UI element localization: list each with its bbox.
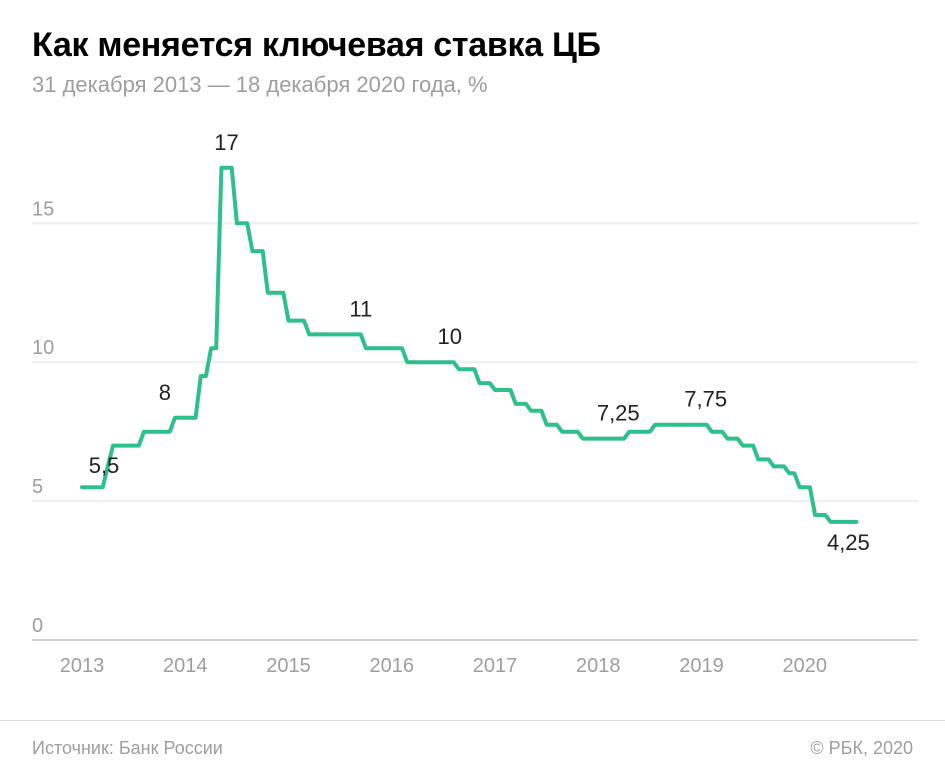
y-axis-tick-label: 5: [32, 476, 43, 498]
x-axis-tick-label: 2019: [679, 655, 724, 677]
data-point-label: 8: [159, 380, 171, 405]
y-axis-tick-label: 0: [32, 615, 43, 637]
x-axis-tick-label: 2014: [163, 655, 208, 677]
chart-title: Как меняется ключевая ставка ЦБ: [32, 26, 601, 65]
data-point-label: 7,75: [684, 387, 727, 412]
chart-area: 0 5 10 15 2013 2014 2015 2016 2017 2018 2019 2020 5,…: [32, 115, 918, 690]
source-label: Источник: Банк России: [32, 738, 223, 759]
footer: Источник: Банк России © РБК, 2020: [0, 720, 945, 775]
data-point-label: 5,5: [89, 453, 120, 478]
x-axis-tick-label: 2018: [576, 655, 621, 677]
x-axis-tick-label: 2016: [370, 655, 415, 677]
data-point-label: 4,25: [827, 530, 870, 555]
copyright-label: © РБК, 2020: [810, 738, 913, 759]
x-axis-tick-label: 2020: [783, 655, 828, 677]
x-axis-tick-label: 2017: [473, 655, 518, 677]
y-axis-tick-label: 10: [32, 337, 54, 359]
data-point-label: 17: [214, 130, 238, 155]
data-point-label: 10: [437, 324, 461, 349]
y-axis-tick-label: 15: [32, 198, 54, 220]
x-axis-tick-label: 2015: [266, 655, 311, 677]
line-chart-svg: 0 5 10 15 2013 2014 2015 2016 2017 2018 2019 2020 5,…: [32, 115, 918, 690]
chart-subtitle: 31 декабря 2013 — 18 декабря 2020 года, …: [32, 72, 488, 98]
x-axis-tick-label: 2013: [60, 655, 105, 677]
data-point-label: 7,25: [597, 401, 640, 426]
data-point-label: 11: [349, 296, 372, 321]
rate-line-series: [82, 168, 856, 522]
